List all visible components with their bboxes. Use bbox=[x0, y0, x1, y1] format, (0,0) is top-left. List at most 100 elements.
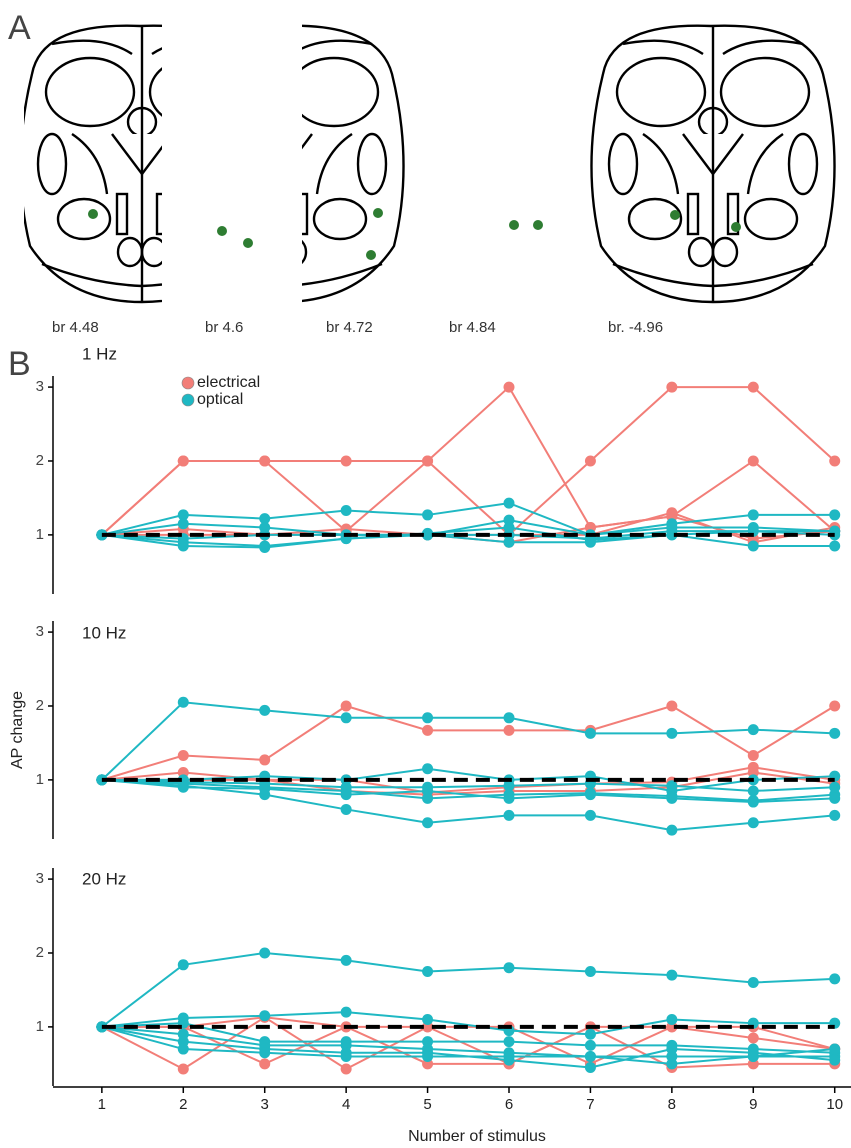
point bbox=[422, 817, 433, 828]
point bbox=[178, 697, 189, 708]
point bbox=[666, 507, 677, 518]
point bbox=[504, 793, 515, 804]
point bbox=[259, 1047, 270, 1058]
point bbox=[178, 959, 189, 970]
point bbox=[829, 782, 840, 793]
point bbox=[829, 793, 840, 804]
section-label: br 4.72 bbox=[326, 319, 373, 336]
x-tick-label: 1 bbox=[98, 1096, 106, 1113]
point bbox=[829, 700, 840, 711]
panel-label: A bbox=[8, 9, 31, 47]
legend-label: electrical bbox=[197, 374, 260, 391]
point bbox=[666, 970, 677, 981]
chart-title: 1 Hz bbox=[82, 344, 117, 363]
point bbox=[422, 1051, 433, 1062]
point bbox=[829, 973, 840, 984]
point bbox=[585, 1029, 596, 1040]
point bbox=[504, 1051, 515, 1062]
point bbox=[748, 977, 759, 988]
brain-section bbox=[20, 26, 263, 302]
y-tick-label: 3 bbox=[36, 623, 44, 640]
point bbox=[829, 509, 840, 520]
y-tick-label: 1 bbox=[36, 526, 44, 543]
point bbox=[748, 785, 759, 796]
point bbox=[259, 455, 270, 466]
point bbox=[341, 1064, 352, 1075]
point bbox=[748, 509, 759, 520]
point bbox=[748, 455, 759, 466]
point bbox=[259, 705, 270, 716]
y-axis-label: AP change bbox=[9, 691, 26, 769]
section-label: br 4.84 bbox=[449, 319, 496, 336]
legend-marker bbox=[182, 377, 194, 389]
y-tick-label: 2 bbox=[36, 452, 44, 469]
point bbox=[259, 542, 270, 553]
point bbox=[666, 780, 677, 791]
x-tick-label: 5 bbox=[423, 1096, 431, 1113]
point bbox=[666, 728, 677, 739]
point bbox=[341, 804, 352, 815]
series-line bbox=[102, 702, 835, 780]
y-tick-label: 2 bbox=[36, 944, 44, 961]
series-line bbox=[102, 953, 835, 1027]
x-tick-label: 10 bbox=[826, 1096, 843, 1113]
x-tick-label: 3 bbox=[261, 1096, 269, 1113]
point bbox=[422, 1014, 433, 1025]
site-dot bbox=[243, 238, 253, 248]
point bbox=[341, 455, 352, 466]
point bbox=[585, 789, 596, 800]
point bbox=[504, 810, 515, 821]
point bbox=[341, 712, 352, 723]
point bbox=[422, 763, 433, 774]
point bbox=[178, 782, 189, 793]
x-axis-label: Number of stimulus bbox=[408, 1128, 546, 1145]
point bbox=[504, 780, 515, 791]
site-dot bbox=[366, 250, 376, 260]
chart-title: 20 Hz bbox=[82, 869, 126, 888]
site-dot bbox=[670, 210, 680, 220]
point bbox=[422, 966, 433, 977]
point bbox=[585, 966, 596, 977]
site-dot bbox=[509, 220, 519, 230]
point bbox=[178, 1064, 189, 1075]
y-tick-label: 2 bbox=[36, 697, 44, 714]
point bbox=[666, 700, 677, 711]
point bbox=[829, 810, 840, 821]
point bbox=[259, 1058, 270, 1069]
point bbox=[829, 1055, 840, 1066]
brain-section bbox=[160, 26, 403, 302]
point bbox=[341, 505, 352, 516]
point bbox=[585, 1062, 596, 1073]
point bbox=[829, 540, 840, 551]
point bbox=[748, 797, 759, 808]
x-tick-label: 4 bbox=[342, 1096, 350, 1113]
point bbox=[504, 725, 515, 736]
point bbox=[748, 1032, 759, 1043]
x-tick-label: 9 bbox=[749, 1096, 757, 1113]
chart-title: 10 Hz bbox=[82, 623, 126, 642]
site-dot bbox=[533, 220, 543, 230]
section-label: br 4.48 bbox=[52, 319, 99, 336]
point bbox=[666, 825, 677, 836]
point bbox=[585, 810, 596, 821]
point bbox=[504, 962, 515, 973]
point bbox=[585, 1040, 596, 1051]
site-dot bbox=[373, 208, 383, 218]
brain-section bbox=[591, 26, 834, 302]
point bbox=[259, 754, 270, 765]
panel-label: B bbox=[8, 345, 31, 383]
x-tick-label: 7 bbox=[586, 1096, 594, 1113]
y-tick-label: 3 bbox=[36, 378, 44, 395]
point bbox=[666, 1014, 677, 1025]
legend-label: optical bbox=[197, 391, 243, 408]
point bbox=[178, 455, 189, 466]
point bbox=[666, 1058, 677, 1069]
point bbox=[829, 728, 840, 739]
point bbox=[666, 1044, 677, 1055]
point bbox=[748, 382, 759, 393]
point bbox=[422, 509, 433, 520]
point bbox=[748, 1051, 759, 1062]
section-label: br. -4.96 bbox=[608, 319, 663, 336]
site-dot bbox=[217, 226, 227, 236]
point bbox=[829, 455, 840, 466]
